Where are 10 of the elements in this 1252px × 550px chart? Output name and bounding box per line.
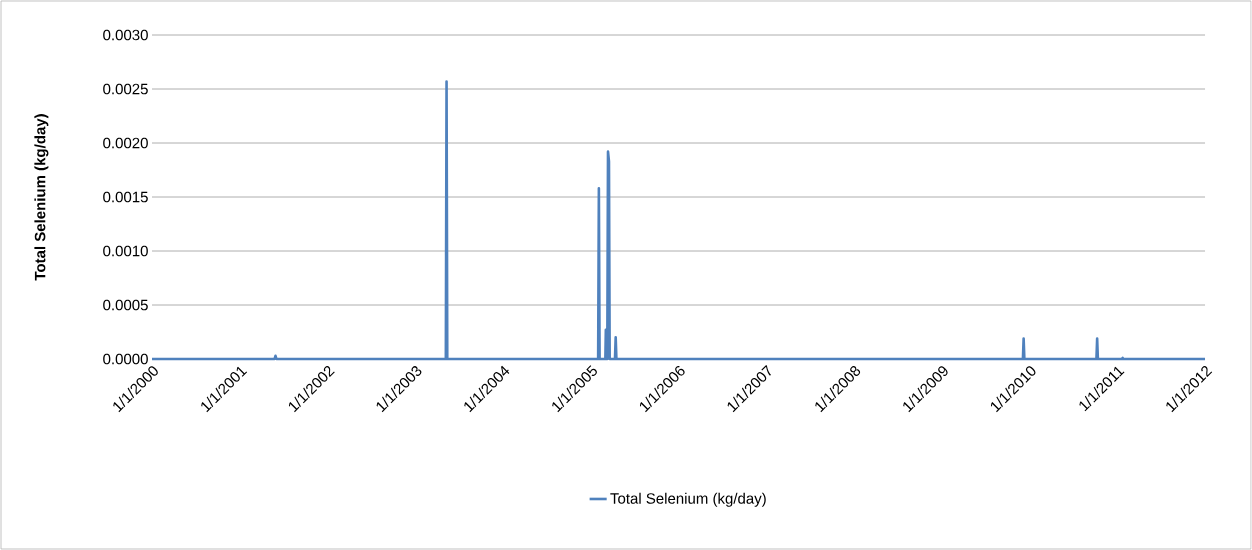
y-tick-label: 0.0030 xyxy=(103,29,148,41)
y-tick-label: 0.0000 xyxy=(103,353,148,365)
y-tick-label: 0.0020 xyxy=(103,137,148,149)
line-series xyxy=(150,80,1207,361)
y-tick-label: 0.0005 xyxy=(103,299,148,311)
legend-label: Total Selenium (kg/day) xyxy=(610,492,766,507)
y-tick-label: 0.0025 xyxy=(103,83,148,95)
y-tick-label: 0.0010 xyxy=(103,245,148,257)
y-axis-title: Total Selenium (kg/day) xyxy=(34,114,49,281)
y-tick-label: 0.0015 xyxy=(103,191,148,203)
